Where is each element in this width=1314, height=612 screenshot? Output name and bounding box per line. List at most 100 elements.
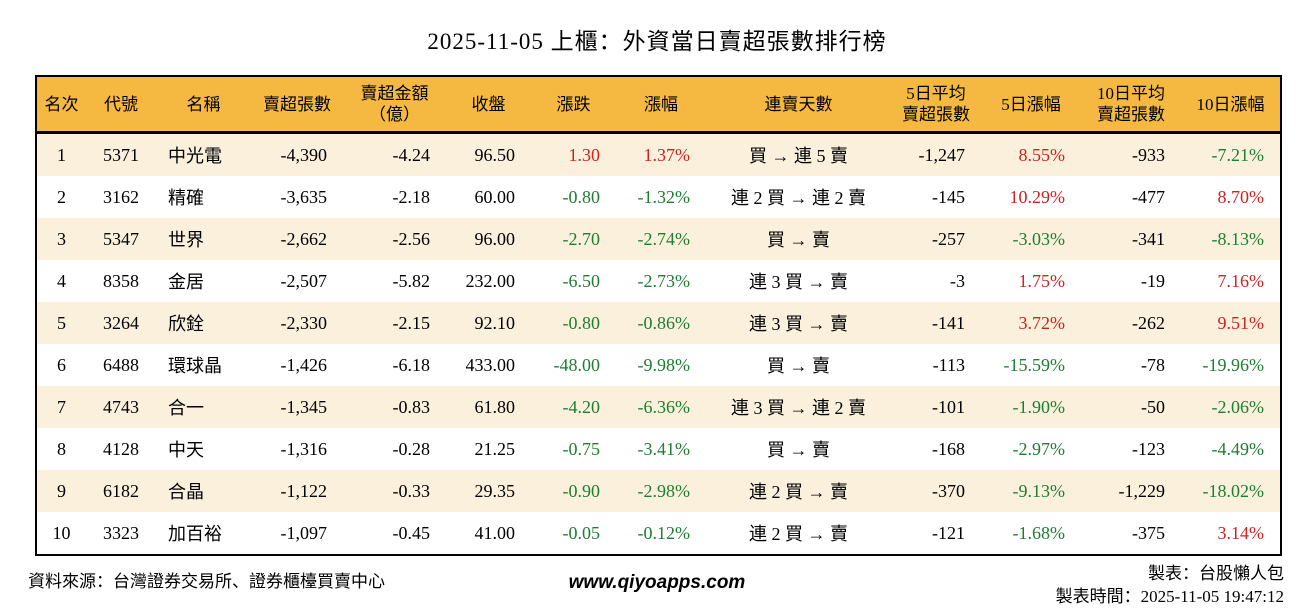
cell-change: -48.00 xyxy=(553,354,601,375)
cell-rank: 9 xyxy=(57,480,66,501)
column-header-change: 漲跌 xyxy=(531,76,616,134)
table-row: 4 8358 金居 -2,507 -5.82 232.00 -6.50 -2.73% 連 3 買… xyxy=(36,260,1281,302)
cell-name: 合晶 xyxy=(168,482,204,502)
cell-pct10: 8.70% xyxy=(1217,186,1265,207)
cell-sell_volume: -2,330 xyxy=(280,312,328,333)
cell-close: 92.10 xyxy=(474,312,516,333)
column-header-code: 代號 xyxy=(86,76,156,134)
cell-change: -0.80 xyxy=(562,312,601,333)
cell-avg5: -113 xyxy=(932,354,965,375)
column-header-avg5: 5日平均 賣超張數 xyxy=(891,76,981,134)
table-row: 6 6488 環球晶 -1,426 -6.18 433.00 -48.00 -9.98% 買 →… xyxy=(36,344,1281,386)
cell-pct10: 7.16% xyxy=(1217,270,1265,291)
cell-code: 3162 xyxy=(103,186,139,207)
cell-name: 欣銓 xyxy=(168,314,204,334)
cell-sell_volume: -1,426 xyxy=(280,354,328,375)
cell-change_pct: -2.98% xyxy=(637,480,691,501)
cell-rank: 7 xyxy=(57,396,66,417)
made-time-line: 製表時間：2025-11-05 19:47:12 xyxy=(1055,587,1284,606)
cell-streak: 連 3 買 → 賣 xyxy=(749,314,848,334)
cell-change: -0.90 xyxy=(562,480,601,501)
cell-streak: 買 → 賣 xyxy=(767,440,830,460)
cell-avg5: -3 xyxy=(950,270,965,291)
cell-avg10: -1,229 xyxy=(1118,480,1166,501)
ranking-table: 名次 代號 名稱 賣超張數 賣超金額 （億） 收盤 漲跌 漲幅 連賣天數 5日平均 賣超張數 5日漲幅 1… xyxy=(35,75,1282,556)
cell-sell_amount: -0.83 xyxy=(392,396,431,417)
cell-name: 中天 xyxy=(168,440,204,460)
cell-rank: 8 xyxy=(57,438,66,459)
cell-streak: 連 2 買 → 賣 xyxy=(749,524,848,544)
cell-rank: 3 xyxy=(57,228,66,249)
cell-streak: 買 → 連 5 賣 xyxy=(749,146,848,166)
cell-change: -2.70 xyxy=(562,228,601,249)
table-row: 8 4128 中天 -1,316 -0.28 21.25 -0.75 -3.41% 買 → 賣 -… xyxy=(36,428,1281,470)
cell-avg10: -262 xyxy=(1132,312,1165,333)
cell-pct5: -15.59% xyxy=(1003,354,1066,375)
cell-pct10: -8.13% xyxy=(1211,228,1265,249)
cell-streak: 連 3 買 → 連 2 賣 xyxy=(731,398,866,418)
cell-avg5: -121 xyxy=(932,522,965,543)
cell-sell_volume: -2,507 xyxy=(280,270,328,291)
cell-change_pct: -9.98% xyxy=(637,354,691,375)
cell-name: 精確 xyxy=(168,188,204,208)
page-title: 2025-11-05 上櫃：外資當日賣超張數排行榜 xyxy=(427,29,887,54)
cell-sell_amount: -0.28 xyxy=(392,438,431,459)
table-row: 10 3323 加百裕 -1,097 -0.45 41.00 -0.05 -0.12% 連 2 … xyxy=(36,512,1281,555)
column-header-pct10: 10日漲幅 xyxy=(1181,76,1281,134)
cell-pct10: -7.21% xyxy=(1211,144,1265,165)
cell-avg5: -145 xyxy=(932,186,965,207)
cell-code: 5347 xyxy=(103,228,139,249)
cell-avg5: -1,247 xyxy=(918,144,966,165)
cell-code: 5371 xyxy=(103,144,139,165)
cell-pct10: -18.02% xyxy=(1202,480,1265,501)
column-header-avg10: 10日平均 賣超張數 xyxy=(1081,76,1181,134)
cell-rank: 1 xyxy=(57,144,66,165)
cell-close: 433.00 xyxy=(465,354,516,375)
column-header-streak: 連賣天數 xyxy=(706,76,891,134)
cell-avg10: -477 xyxy=(1132,186,1165,207)
cell-name: 合一 xyxy=(168,398,204,418)
table-body: 1 5371 中光電 -4,390 -4.24 96.50 1.30 1.37% 買 → 連 5… xyxy=(36,132,1281,555)
cell-avg5: -101 xyxy=(932,396,965,417)
cell-avg10: -933 xyxy=(1132,144,1165,165)
cell-streak: 連 3 買 → 賣 xyxy=(749,272,848,292)
cell-pct10: -2.06% xyxy=(1211,396,1265,417)
table-header-row: 名次 代號 名稱 賣超張數 賣超金額 （億） 收盤 漲跌 漲幅 連賣天數 5日平均 賣超張數 5日漲幅 1… xyxy=(36,76,1281,134)
cell-rank: 6 xyxy=(57,354,66,375)
cell-pct10: -4.49% xyxy=(1211,438,1265,459)
cell-sell_amount: -2.56 xyxy=(392,228,431,249)
cell-code: 4743 xyxy=(103,396,139,417)
cell-close: 29.35 xyxy=(474,480,516,501)
cell-change_pct: -0.86% xyxy=(637,312,691,333)
cell-change: 1.30 xyxy=(568,144,601,165)
column-header-change_pct: 漲幅 xyxy=(616,76,706,134)
table-row: 5 3264 欣銓 -2,330 -2.15 92.10 -0.80 -0.86% 連 3 買 … xyxy=(36,302,1281,344)
cell-sell_amount: -0.33 xyxy=(392,480,431,501)
cell-change: -0.80 xyxy=(562,186,601,207)
cell-change_pct: -2.73% xyxy=(637,270,691,291)
cell-avg10: -375 xyxy=(1132,522,1165,543)
website-url: www.qiyoapps.com xyxy=(568,572,746,593)
cell-sell_amount: -2.18 xyxy=(392,186,431,207)
cell-avg10: -123 xyxy=(1132,438,1165,459)
cell-change_pct: 1.37% xyxy=(643,144,691,165)
cell-name: 中光電 xyxy=(168,146,222,166)
cell-code: 3323 xyxy=(103,522,139,543)
cell-pct5: -2.97% xyxy=(1012,438,1066,459)
cell-pct5: 10.29% xyxy=(1009,186,1066,207)
cell-avg5: -168 xyxy=(932,438,965,459)
cell-name: 加百裕 xyxy=(168,524,222,544)
cell-sell_volume: -1,316 xyxy=(280,438,328,459)
table-row: 1 5371 中光電 -4,390 -4.24 96.50 1.30 1.37% 買 → 連 5… xyxy=(36,132,1281,176)
cell-change: -6.50 xyxy=(562,270,601,291)
cell-streak: 連 2 買 → 連 2 賣 xyxy=(731,188,866,208)
cell-avg10: -78 xyxy=(1141,354,1165,375)
cell-change_pct: -2.74% xyxy=(637,228,691,249)
cell-sell_amount: -4.24 xyxy=(392,144,431,165)
cell-pct5: -3.03% xyxy=(1012,228,1066,249)
cell-avg5: -141 xyxy=(932,312,965,333)
cell-close: 41.00 xyxy=(474,522,516,543)
cell-name: 世界 xyxy=(168,230,204,250)
cell-name: 金居 xyxy=(168,272,204,292)
cell-change_pct: -6.36% xyxy=(637,396,691,417)
